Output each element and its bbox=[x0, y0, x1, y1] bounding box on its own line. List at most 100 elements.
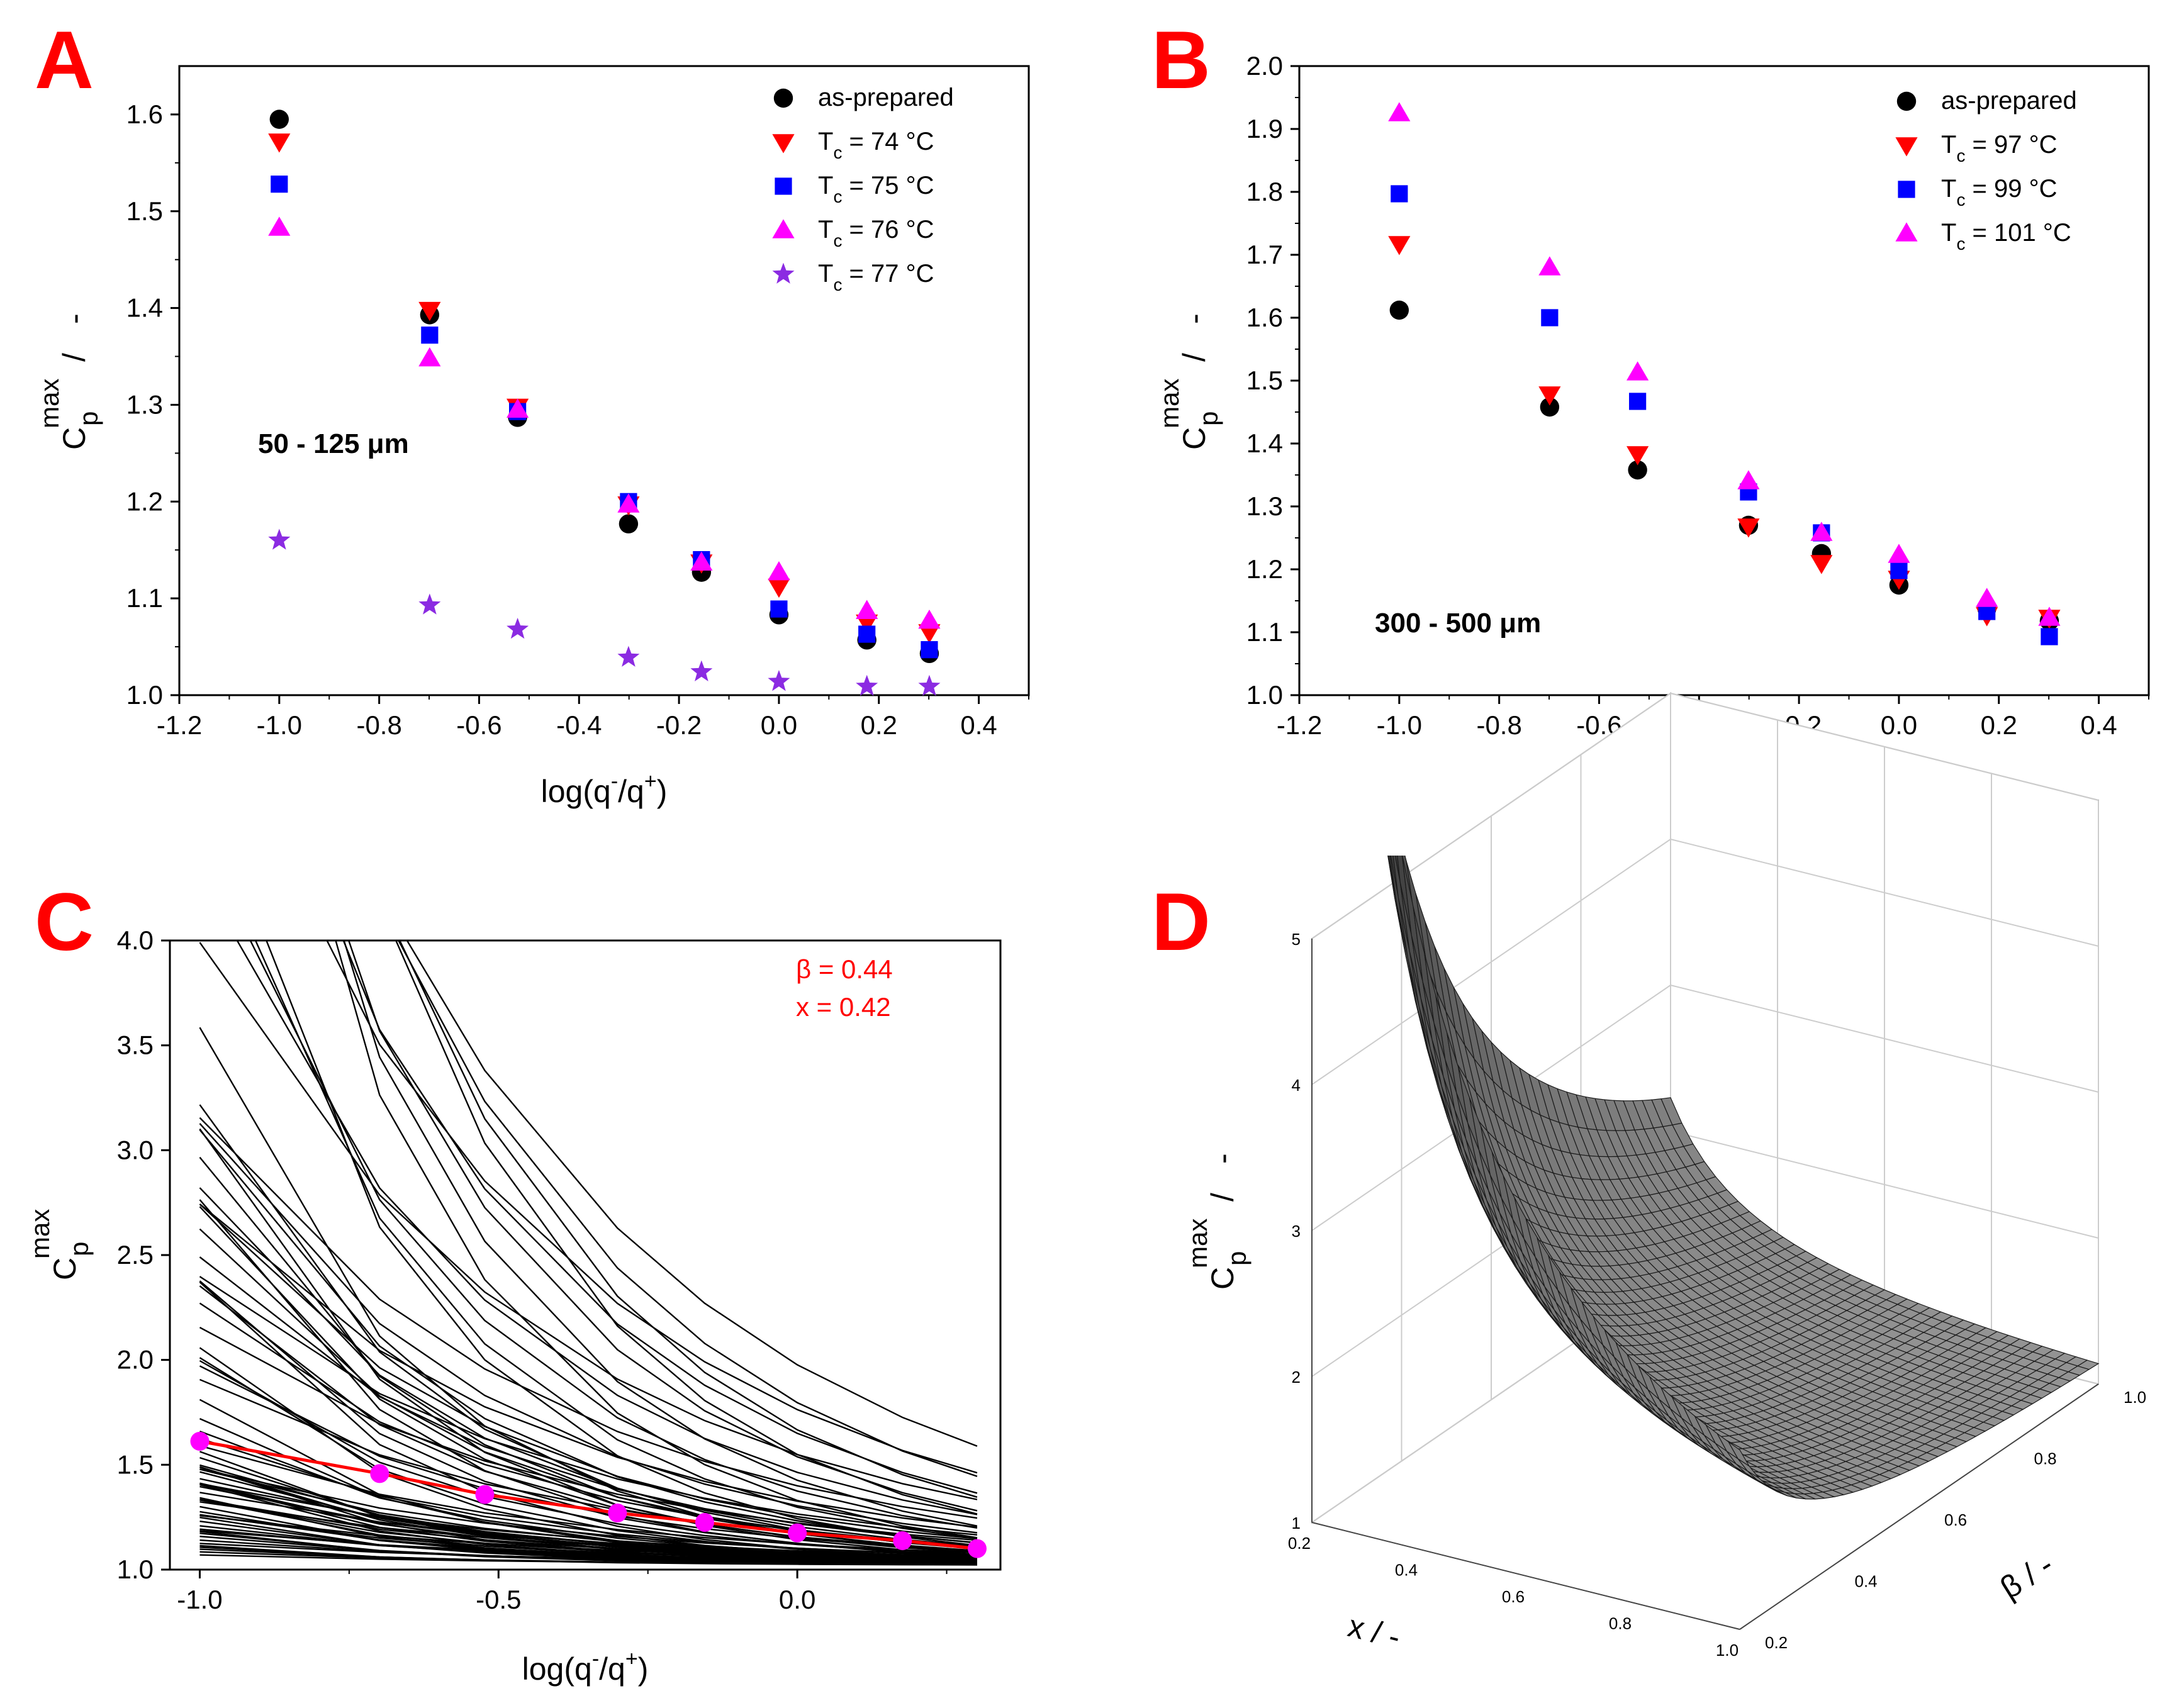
ylabel-sup-max: max bbox=[25, 1209, 55, 1259]
data-point bbox=[690, 551, 713, 571]
legend-sub: c bbox=[833, 143, 842, 162]
data-point bbox=[921, 641, 938, 659]
x-tick-label: 0.4 bbox=[1395, 1561, 1418, 1580]
model-curve bbox=[199, 1276, 978, 1536]
surface-cell bbox=[1367, 763, 1387, 835]
z-tick-label: 2 bbox=[1292, 1368, 1301, 1387]
y-tick-label: 1.0 bbox=[1246, 680, 1283, 710]
data-point bbox=[1538, 386, 1561, 406]
z-tick-label: 1 bbox=[1292, 1514, 1301, 1532]
data-point bbox=[856, 674, 878, 696]
surface-cell bbox=[1312, 757, 1333, 766]
data-point bbox=[1540, 397, 1560, 417]
data-point bbox=[918, 674, 941, 696]
data-point bbox=[918, 624, 941, 644]
legend-sub: c bbox=[1956, 146, 1965, 165]
legend-t: T bbox=[1941, 219, 1956, 247]
data-point bbox=[418, 347, 441, 367]
legend-sub: c bbox=[1956, 190, 1965, 209]
legend-t: T bbox=[1941, 131, 1956, 159]
surface-cell bbox=[1365, 759, 1386, 837]
data-point bbox=[1627, 361, 1649, 381]
model-curve bbox=[335, 941, 978, 1539]
legend-label: Tc = 74 °C bbox=[818, 128, 934, 162]
surface-cell bbox=[1368, 771, 1389, 822]
surface bbox=[1312, 734, 2100, 1500]
x-axis-label: x / - bbox=[1345, 1608, 1404, 1655]
data-point bbox=[2038, 606, 2061, 626]
surface-cell bbox=[1331, 744, 1352, 754]
beta-axis-label: β / - bbox=[1994, 1547, 2059, 1606]
data-point bbox=[768, 670, 790, 691]
legend-marker bbox=[1895, 222, 1918, 242]
x-tick-label: -1.0 bbox=[177, 1585, 222, 1614]
ylabel-dash: - bbox=[57, 313, 92, 324]
fit-x: x = 0.42 bbox=[796, 992, 891, 1022]
surface-cell bbox=[1361, 734, 1382, 808]
legend-t: T bbox=[818, 128, 833, 155]
model-curve bbox=[406, 941, 978, 1447]
ylabel-sup-max: max bbox=[1155, 379, 1184, 428]
x-tick-label: -1.2 bbox=[1277, 710, 1322, 740]
y-tick-label: 4.0 bbox=[117, 925, 154, 955]
data-point bbox=[858, 625, 876, 643]
legend-rest: = 99 °C bbox=[1965, 175, 2057, 203]
data-point bbox=[1388, 236, 1411, 255]
legend-label: Tc = 77 °C bbox=[818, 260, 934, 294]
y-tick-label: 1.2 bbox=[1246, 554, 1283, 584]
y-tick-label: 2.0 bbox=[1246, 51, 1283, 81]
legend-marker bbox=[1896, 91, 1917, 111]
model-curve bbox=[199, 1398, 977, 1562]
data-point bbox=[1389, 300, 1409, 320]
model-curve bbox=[199, 942, 978, 1500]
beta-tick-label: 1.0 bbox=[2124, 1388, 2146, 1407]
legend-rest: = 101 °C bbox=[1965, 219, 2071, 247]
plot-frame bbox=[1298, 65, 2150, 696]
data-point bbox=[1627, 446, 1649, 466]
y-tick-label: 1.9 bbox=[1246, 114, 1283, 143]
xlabel-close: ) bbox=[657, 774, 668, 809]
x-tick-label: -1.0 bbox=[257, 710, 302, 740]
y-tick-label: 1.1 bbox=[126, 583, 163, 613]
ylabel-sup-max: max bbox=[1183, 1219, 1212, 1268]
legend-t: T bbox=[818, 260, 833, 287]
data-point bbox=[617, 493, 640, 513]
legend-rest: = 74 °C bbox=[842, 128, 934, 155]
y-tick-label: 1.4 bbox=[126, 293, 163, 323]
ylabel-c: C bbox=[1205, 1267, 1240, 1290]
data-point bbox=[1976, 588, 1998, 607]
model-curve bbox=[199, 1347, 978, 1561]
x-tick-label: -0.6 bbox=[456, 710, 501, 740]
data-point bbox=[418, 593, 441, 615]
surface-cell bbox=[1335, 762, 1355, 772]
data-point bbox=[1890, 562, 1908, 579]
fit-point bbox=[967, 1539, 987, 1558]
surface-cell bbox=[1323, 760, 1344, 769]
x-tick-label: 0.0 bbox=[779, 1585, 815, 1614]
xlabel-close: ) bbox=[638, 1651, 649, 1687]
surface-cell bbox=[1342, 747, 1363, 756]
model-curve bbox=[254, 941, 978, 1539]
y-tick-label: 3.5 bbox=[117, 1030, 154, 1060]
model-curve bbox=[199, 1203, 978, 1528]
data-point bbox=[271, 176, 288, 193]
ylabel-sub-p: p bbox=[1194, 411, 1223, 426]
panel-letter-a: A bbox=[35, 14, 94, 106]
legend-label: Tc = 99 °C bbox=[1941, 175, 2058, 209]
model-curve bbox=[199, 1156, 978, 1552]
legend-marker bbox=[772, 134, 795, 153]
data-point bbox=[507, 398, 529, 418]
y-tick-label: 1.0 bbox=[126, 680, 163, 710]
x-axis-line bbox=[1311, 1522, 1740, 1630]
ylabel-dash: - bbox=[1205, 1153, 1240, 1164]
x-tick-label: 0.2 bbox=[861, 710, 897, 740]
model-curve bbox=[199, 1104, 978, 1550]
x-tick-label: 0.4 bbox=[960, 710, 997, 740]
ylabel-sub-p: p bbox=[74, 411, 103, 426]
beta-tick-label: 0.6 bbox=[1944, 1510, 1967, 1529]
data-point bbox=[507, 617, 529, 639]
ylabel-slash: / bbox=[1205, 1193, 1240, 1202]
